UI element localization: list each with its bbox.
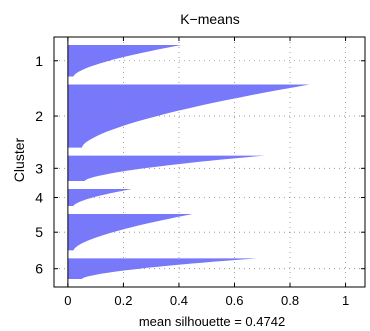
x-tick-label: 0.8: [281, 293, 299, 308]
chart-title: K−means: [180, 11, 240, 27]
y-tick-label: 5: [35, 224, 43, 240]
y-tick-label: 6: [35, 261, 43, 277]
x-tick-label: 1: [342, 293, 349, 308]
silhouette-bar-cluster-6: [67, 258, 257, 279]
silhouette-bar-cluster-3: [67, 155, 265, 182]
x-tick-label: 0.6: [225, 293, 243, 308]
y-tick-label: 1: [35, 53, 43, 69]
silhouette-bar-cluster-5: [67, 214, 193, 251]
x-tick-label: 0: [64, 293, 71, 308]
silhouette-bar-cluster-1: [67, 45, 182, 77]
plot-area: 0 0.2 0.4 0.6 0.8 1 1 2 3 4 5 6: [35, 36, 366, 308]
y-tick-label: 3: [35, 160, 43, 176]
y-axis-label: Cluster: [11, 137, 27, 182]
x-tick-label: 0.4: [170, 293, 188, 308]
y-tick-label: 2: [35, 108, 43, 124]
x-tick-label: 0.2: [114, 293, 132, 308]
silhouette-bar-cluster-2: [67, 84, 310, 148]
silhouette-bar-cluster-4: [67, 189, 132, 207]
y-tick-label: 4: [35, 190, 43, 206]
x-axis-label: mean silhouette = 0.4742: [139, 314, 285, 329]
plot-frame: [53, 36, 366, 288]
